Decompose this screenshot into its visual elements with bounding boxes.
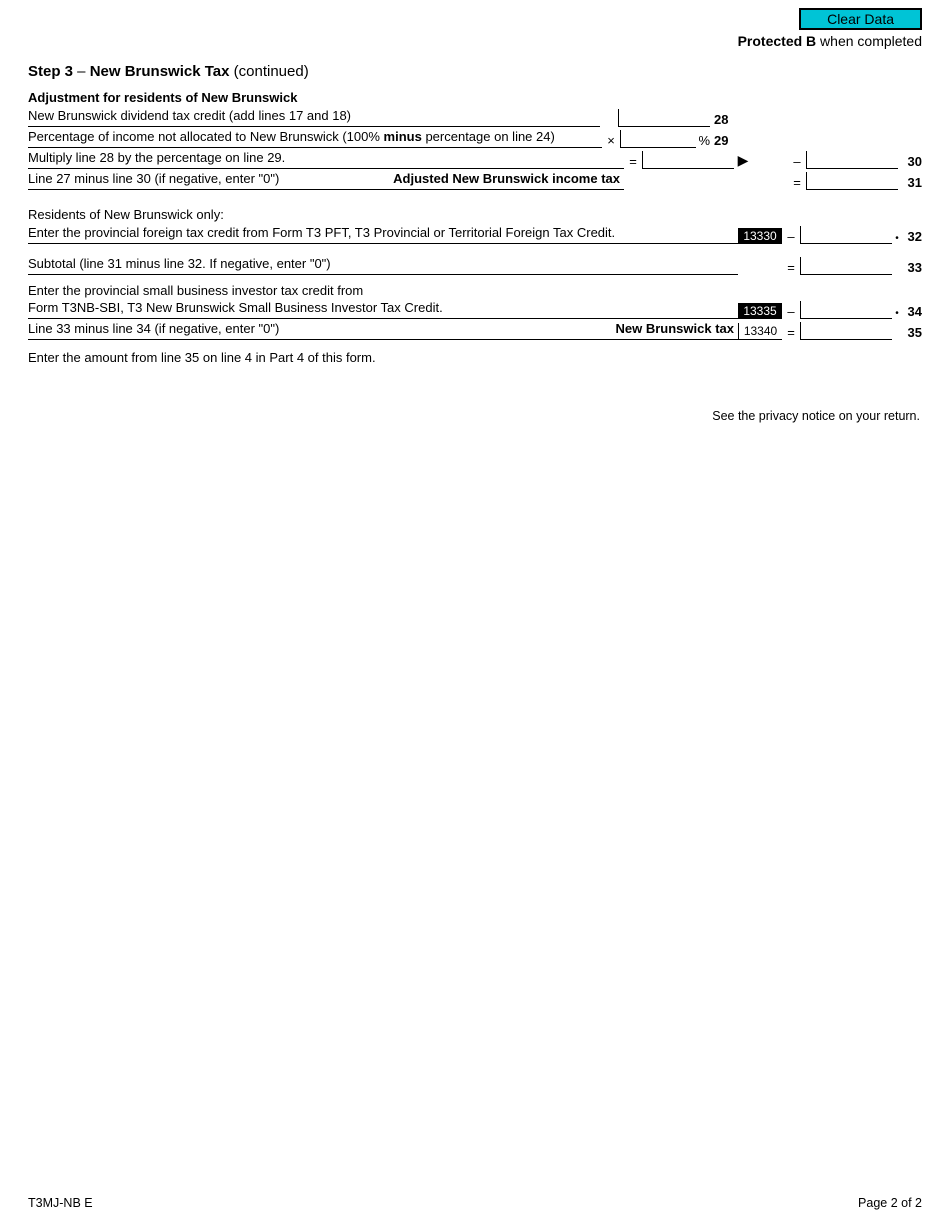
footer: T3MJ-NB E Page 2 of 2 <box>28 1196 922 1210</box>
line-31-num: 31 <box>898 175 922 190</box>
line-31-row: Line 27 minus line 30 (if negative, ente… <box>28 170 922 190</box>
line-30-eq: = <box>624 154 642 169</box>
protected-rest: when completed <box>816 33 922 49</box>
line-32-desc: Enter the provincial foreign tax credit … <box>28 224 738 244</box>
line-35-input[interactable] <box>800 322 892 340</box>
line-31-text: Line 27 minus line 30 (if negative, ente… <box>28 171 279 186</box>
step-suffix: (continued) <box>229 63 308 80</box>
line-33-row: Subtotal (line 31 minus line 32. If nega… <box>28 255 922 275</box>
step-heading: Step 3 – New Brunswick Tax (continued) <box>28 63 922 80</box>
line-33-desc: Subtotal (line 31 minus line 32. If nega… <box>28 255 738 275</box>
line-33-input[interactable] <box>800 257 892 275</box>
line-32-row: Enter the provincial foreign tax credit … <box>28 224 922 244</box>
line-29-num: 29 <box>710 133 734 148</box>
line-28-num: 28 <box>710 112 734 127</box>
line-30-minus: – <box>788 154 806 169</box>
step-prefix: Step 3 <box>28 63 73 80</box>
protected-label: Protected B when completed <box>738 33 922 49</box>
line-33-num: 33 <box>892 260 922 275</box>
line-31-eq: = <box>788 175 806 190</box>
line-30-num: 30 <box>898 154 922 169</box>
line-35-label: New Brunswick tax <box>616 321 739 338</box>
subheading: Adjustment for residents of New Brunswic… <box>28 90 922 105</box>
line-30-row: Multiply line 28 by the percentage on li… <box>28 149 922 169</box>
form-code: T3MJ-NB E <box>28 1196 93 1210</box>
line-34-text2: Form T3NB-SBI, T3 New Brunswick Small Bu… <box>28 300 443 315</box>
line-33-eq: = <box>782 260 800 275</box>
line-30-input2[interactable] <box>806 151 898 169</box>
line-30-input1[interactable] <box>642 151 734 169</box>
line-29-bold: minus <box>384 129 422 144</box>
line-31-label: Adjusted New Brunswick income tax <box>393 171 624 188</box>
line-35-num: 35 <box>892 325 922 340</box>
line-34-code: 13335 <box>738 303 782 319</box>
bullet-icon: • <box>892 233 902 244</box>
line-34-minus: – <box>782 304 800 319</box>
line-32-minus: – <box>782 229 800 244</box>
line-32-input[interactable] <box>800 226 892 244</box>
line-35-code: 13340 <box>738 323 782 340</box>
protected-b: Protected B <box>738 33 817 49</box>
line-29-desc: Percentage of income not allocated to Ne… <box>28 128 602 148</box>
arrow-icon: ▶ <box>734 152 752 169</box>
line-29-op: × <box>602 133 620 148</box>
line-30-desc: Multiply line 28 by the percentage on li… <box>28 149 624 169</box>
privacy-notice: See the privacy notice on your return. <box>28 409 922 423</box>
line-29-post: percentage on line 24) <box>422 129 555 144</box>
line-28-row: New Brunswick dividend tax credit (add l… <box>28 107 922 127</box>
step-title: New Brunswick Tax <box>90 63 230 80</box>
clear-data-button[interactable]: Clear Data <box>799 8 922 30</box>
line-34-text1: Enter the provincial small business inve… <box>28 283 363 298</box>
line-35-eq: = <box>782 325 800 340</box>
bullet-icon: • <box>892 308 902 319</box>
line-34-input[interactable] <box>800 301 892 319</box>
page-number: Page 2 of 2 <box>858 1196 922 1210</box>
residents-text: Residents of New Brunswick only: <box>28 207 922 222</box>
step-sep: – <box>73 63 90 80</box>
line-35-row: Line 33 minus line 34 (if negative, ente… <box>28 320 922 340</box>
instruction-text: Enter the amount from line 35 on line 4 … <box>28 350 922 365</box>
line-34-row: Enter the provincial small business inve… <box>28 282 922 319</box>
line-32-num: 32 <box>902 229 922 244</box>
line-28-input[interactable] <box>618 109 710 127</box>
line-32-code: 13330 <box>738 228 782 244</box>
line-31-input[interactable] <box>806 172 898 190</box>
line-29-row: Percentage of income not allocated to Ne… <box>28 128 922 148</box>
line-29-input[interactable] <box>620 130 696 148</box>
line-35-desc: Line 33 minus line 34 (if negative, ente… <box>28 320 738 340</box>
line-35-text: Line 33 minus line 34 (if negative, ente… <box>28 321 279 336</box>
line-34-num: 34 <box>902 304 922 319</box>
line-29-pre: Percentage of income not allocated to Ne… <box>28 129 384 144</box>
line-31-desc: Line 27 minus line 30 (if negative, ente… <box>28 170 624 190</box>
line-28-desc: New Brunswick dividend tax credit (add l… <box>28 107 600 127</box>
percent-sign: % <box>696 133 710 148</box>
line-34-desc: Enter the provincial small business inve… <box>28 282 738 319</box>
